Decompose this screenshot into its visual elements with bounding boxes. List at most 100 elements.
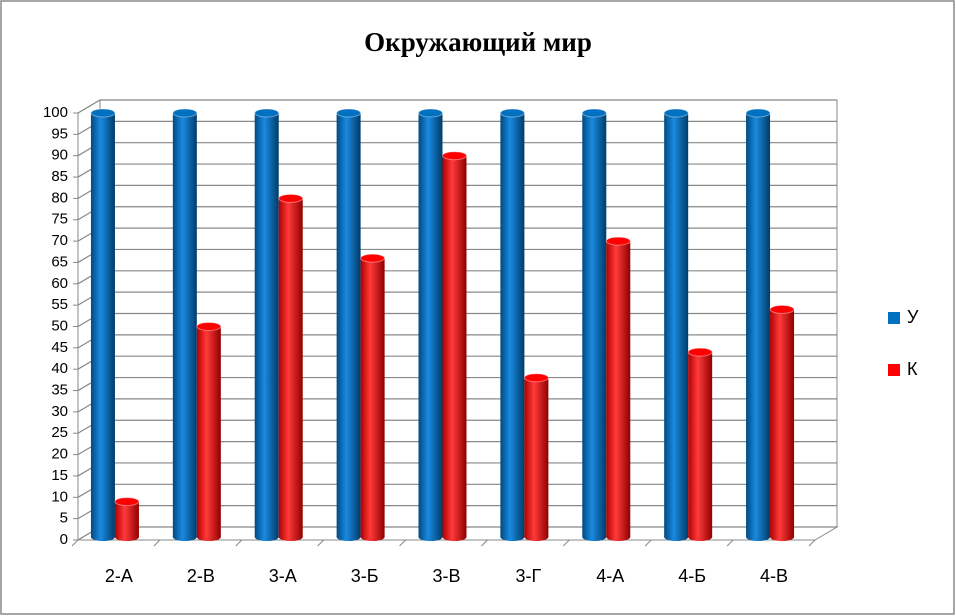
bar-body — [336, 113, 361, 537]
y-tick-label: 70 — [51, 232, 68, 249]
bar-top — [114, 497, 140, 507]
bar — [114, 497, 140, 541]
bar-body — [114, 501, 139, 537]
x-tick — [808, 539, 816, 547]
bar-top — [663, 108, 689, 118]
bar — [90, 108, 116, 541]
x-tick-label: 2-А — [105, 566, 133, 586]
bar-top — [278, 193, 304, 203]
bar-body — [770, 309, 795, 537]
bar-top — [442, 151, 467, 161]
bar-body — [500, 113, 525, 537]
bar — [254, 108, 280, 541]
x-tick-label: 3-В — [432, 566, 460, 586]
bar-top — [172, 108, 198, 118]
bar — [172, 108, 198, 541]
bar-body — [442, 155, 467, 537]
bar-base — [196, 533, 221, 541]
bar — [418, 108, 443, 541]
bar — [442, 151, 467, 541]
bar — [605, 236, 631, 541]
bar-top — [605, 236, 631, 246]
bar-base — [254, 533, 279, 541]
bar-body — [196, 326, 221, 537]
bar-top — [581, 108, 607, 118]
x-tick-label: 4-А — [596, 566, 624, 586]
bar-body — [688, 352, 713, 537]
bar-top — [196, 322, 222, 331]
bar-top — [687, 347, 713, 357]
chart-title: Окружающий мир — [364, 27, 592, 57]
bar-base — [524, 533, 549, 541]
y-tick-label: 75 — [51, 211, 68, 228]
bar — [360, 253, 386, 541]
bar-top — [360, 253, 386, 263]
bar-body — [582, 113, 607, 537]
y-tick-label: 65 — [51, 253, 68, 270]
bar-base — [500, 533, 525, 541]
x-tick-label: 4-В — [760, 566, 788, 586]
bar-base — [360, 533, 385, 541]
bar-top — [418, 108, 443, 118]
bar — [663, 108, 689, 541]
bar-body — [524, 377, 549, 537]
bar-base — [172, 533, 197, 541]
legend-swatch — [888, 364, 900, 376]
bar-base — [418, 533, 443, 541]
x-tick — [317, 539, 325, 547]
bar-top — [336, 108, 362, 118]
y-tick-label: 60 — [51, 275, 68, 292]
bar-base — [688, 533, 713, 541]
x-tick — [399, 539, 406, 547]
y-tick-label: 55 — [51, 296, 68, 313]
y-tick-label: 40 — [51, 360, 68, 377]
legend-label: У — [907, 307, 919, 327]
y-tick-label: 50 — [51, 317, 68, 334]
bar-body — [254, 113, 279, 537]
x-tick-label: 3-Г — [516, 566, 542, 586]
bar-base — [90, 533, 115, 541]
y-tick-label: 35 — [51, 382, 68, 399]
y-tick-label: 20 — [51, 446, 68, 463]
y-tick-label: 5 — [60, 510, 68, 527]
y-tick-label: 45 — [51, 339, 68, 356]
bar-top — [745, 108, 771, 118]
y-tick-label: 30 — [51, 403, 68, 420]
bar-base — [278, 533, 303, 541]
y-tick-label: 25 — [51, 424, 68, 441]
y-tick-label: 100 — [43, 104, 68, 121]
bar — [687, 347, 713, 541]
x-tick — [235, 539, 243, 547]
x-tick-label: 2-В — [187, 566, 215, 586]
x-tick — [726, 539, 734, 547]
y-tick-label: 90 — [51, 147, 68, 164]
bar-base — [582, 533, 607, 541]
x-tick-label: 4-Б — [678, 566, 706, 586]
bar-body — [90, 113, 115, 537]
bar — [581, 108, 607, 541]
bar-base — [664, 533, 689, 541]
x-tick — [481, 539, 488, 547]
y-tick-label: 95 — [51, 125, 68, 142]
y-tick-label: 80 — [51, 189, 68, 206]
bar-top — [90, 108, 116, 118]
bar-body — [418, 113, 443, 537]
bar — [499, 108, 525, 541]
bar-body — [746, 113, 771, 537]
x-tick-label: 3-А — [269, 566, 297, 586]
bar — [278, 193, 304, 541]
bar-top — [523, 373, 549, 383]
bar — [336, 108, 362, 541]
x-tick — [153, 539, 161, 547]
x-tick — [71, 539, 79, 547]
bar-body — [278, 198, 303, 537]
legend-swatch — [888, 312, 900, 324]
y-tick-label: 10 — [51, 488, 68, 505]
x-tick — [562, 539, 570, 547]
legend-label: К — [907, 359, 918, 379]
bar-base — [770, 533, 795, 541]
grid-line — [77, 99, 837, 114]
x-tick — [644, 539, 652, 547]
bar-body — [360, 258, 385, 537]
